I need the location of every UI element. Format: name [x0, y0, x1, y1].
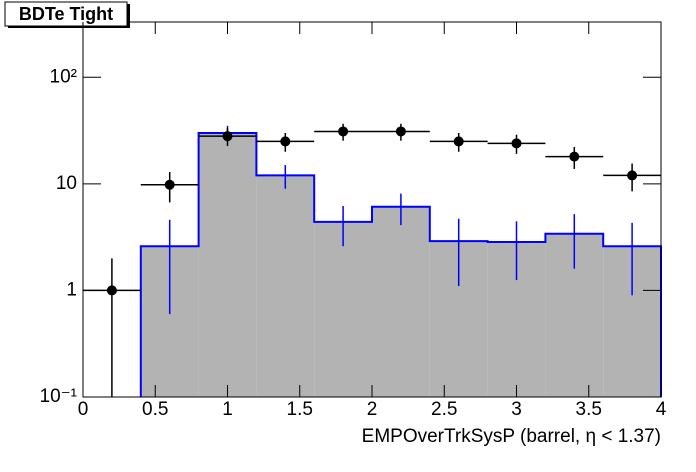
x-tick-label: 0	[78, 399, 89, 420]
x-tick-label: 3	[511, 399, 522, 420]
chart-title: BDTe Tight	[19, 4, 113, 24]
x-tick-label: 0.5	[142, 399, 168, 420]
histogram-bar	[198, 132, 257, 398]
x-tick-label: 2.5	[431, 399, 457, 420]
x-tick-label: 2	[367, 399, 378, 420]
marks	[83, 123, 662, 398]
data-point	[569, 151, 580, 162]
data-point	[106, 285, 117, 296]
data-point	[222, 131, 233, 142]
x-tick-label: 4	[656, 399, 667, 420]
data-point	[338, 126, 349, 137]
y-tick-label: 1	[66, 279, 77, 300]
x-tick-label: 1	[222, 399, 233, 420]
data-point	[453, 136, 464, 147]
data-point	[511, 138, 522, 149]
data-point	[627, 170, 638, 181]
y-tick-label: 10⁻¹	[40, 386, 78, 407]
title-box	[4, 1, 128, 27]
y-tick-label: 10	[56, 173, 77, 194]
histogram-bar	[372, 206, 430, 397]
data-point	[280, 136, 291, 147]
histogram-bar	[314, 221, 372, 397]
histogram-bar	[256, 175, 315, 397]
x-tick-label: 1.5	[287, 399, 313, 420]
x-tick-label: 3.5	[576, 399, 602, 420]
y-tick-label: 10²	[50, 66, 77, 87]
data-point	[395, 126, 406, 137]
x-axis-label: EMPOverTrkSysP (barrel, η < 1.37)	[362, 426, 661, 447]
data-point	[164, 179, 175, 190]
